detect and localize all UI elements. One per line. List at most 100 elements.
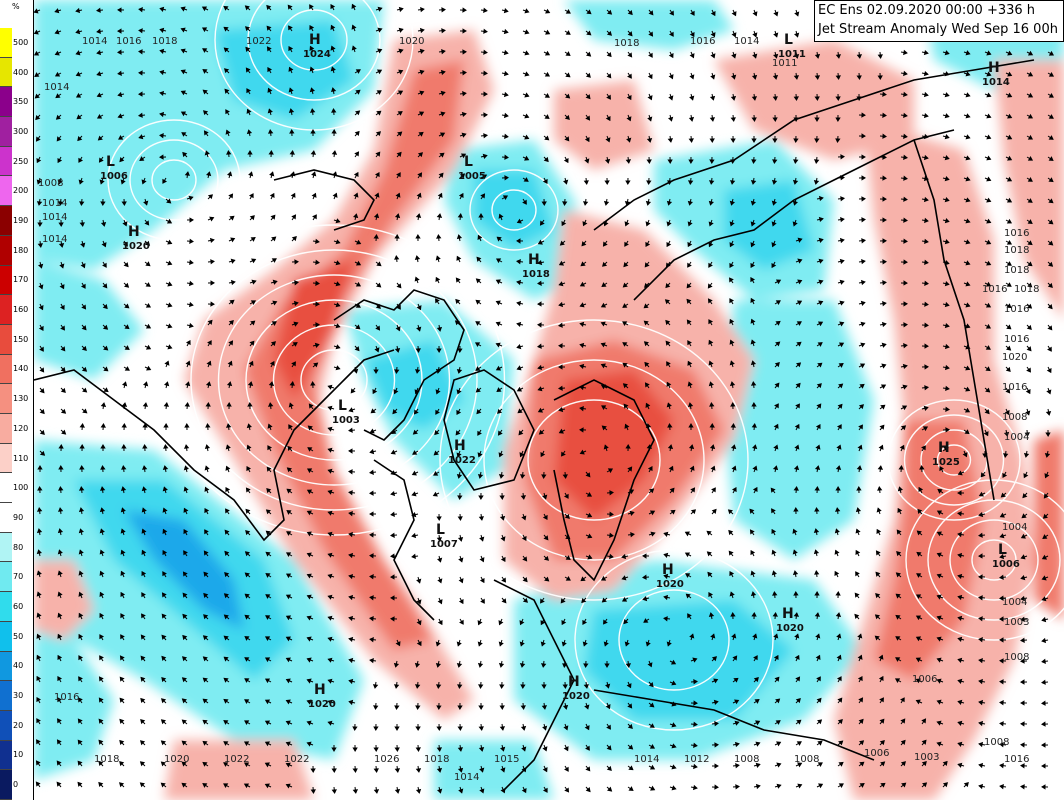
isobar-label: 1018: [152, 36, 177, 47]
wind-arrow-head: [248, 193, 254, 199]
wind-arrow-head: [119, 157, 125, 163]
wind-arrow-head: [500, 556, 506, 563]
wind-arrow-head: [541, 474, 547, 479]
wind-arrow-head: [306, 573, 312, 579]
wind-arrow-head: [202, 761, 208, 767]
wind-arrow-head: [78, 179, 84, 185]
wind-arrow-head: [306, 468, 313, 474]
wind-arrow-head: [75, 29, 81, 35]
wind-arrow-head: [396, 304, 401, 310]
wind-arrow-head: [882, 91, 887, 97]
wind-arrow-head: [460, 173, 466, 179]
wind-arrow-head: [817, 362, 823, 368]
wind-arrow-head: [123, 241, 128, 247]
wind-arrow-head: [985, 366, 991, 372]
wind-arrow-head: [1048, 261, 1054, 267]
wind-arrow-head: [202, 69, 208, 74]
wind-arrow-head: [795, 382, 801, 388]
wind-arrow-head: [714, 720, 719, 727]
wind-arrow-head: [226, 381, 233, 387]
high-pressure-marker: H: [309, 32, 321, 48]
wind-arrow-head: [944, 92, 950, 98]
wind-arrow-head: [817, 762, 823, 768]
wind-arrow-head: [164, 360, 170, 366]
colorbar-label: 200: [13, 186, 29, 196]
wind-arrow-head: [436, 726, 442, 731]
isobar: [247, 0, 381, 101]
wind-arrow-head: [479, 577, 485, 584]
wind-arrow-head: [121, 402, 128, 407]
wind-arrow-head: [602, 241, 608, 247]
isobar-label: 1003: [1004, 617, 1029, 628]
wind-arrow-head: [710, 465, 716, 471]
wind-arrow-head: [394, 684, 400, 689]
wind-arrow-head: [394, 788, 401, 794]
wind-arrow-head: [475, 299, 481, 305]
wind-arrow-head: [315, 301, 320, 307]
wind-arrow-head: [537, 239, 543, 245]
wind-arrow-head: [944, 155, 950, 161]
wind-arrow-head: [352, 747, 358, 752]
colorbar-swatch: [0, 295, 12, 325]
colorbar-swatch: [0, 176, 12, 207]
wind-arrow-head: [983, 431, 989, 437]
wind-arrow-head: [520, 705, 526, 710]
wind-arrow-head: [689, 633, 695, 639]
wind-arrow-head: [731, 11, 737, 17]
wind-arrow-head: [561, 641, 567, 647]
wind-arrow-head: [121, 201, 127, 206]
wind-arrow-head: [98, 781, 104, 787]
wind-arrow-head: [244, 678, 250, 683]
wind-arrow-head: [861, 238, 866, 244]
wind-arrow-head: [1007, 71, 1013, 77]
wind-arrow-head: [356, 239, 362, 245]
wind-arrow-head: [690, 487, 696, 493]
wind-arrow-head: [483, 49, 488, 55]
wind-arrow-head: [206, 171, 212, 177]
colorbar-swatch: [0, 770, 12, 800]
wind-arrow-head: [1022, 493, 1028, 499]
wind-arrow-head: [120, 528, 126, 534]
wind-arrow-head: [475, 321, 481, 326]
wind-arrow-head: [352, 768, 358, 773]
wind-arrow-head: [754, 699, 760, 704]
wind-arrow-head: [395, 641, 401, 647]
wind-arrow-head: [936, 531, 942, 537]
wind-arrow-head: [776, 741, 782, 747]
wind-arrow-head: [224, 68, 230, 74]
wind-arrow-head: [500, 767, 506, 773]
wind-arrow-head: [1044, 473, 1050, 479]
wind-arrow-head: [689, 53, 695, 59]
wind-arrow-head: [54, 71, 61, 77]
wind-arrow-head: [369, 511, 374, 517]
wind-arrow-head: [204, 444, 211, 450]
wind-arrow-head: [671, 680, 677, 686]
wind-arrow-head: [986, 176, 992, 182]
wind-arrow-head: [309, 87, 315, 93]
wind-arrow-head: [331, 747, 337, 752]
wind-arrow-head: [223, 635, 229, 641]
wind-arrow-head: [1027, 176, 1033, 182]
wind-arrow-head: [734, 699, 740, 705]
wind-arrow-head: [519, 452, 525, 458]
isobar-label: 1022: [284, 754, 309, 765]
wind-arrow-head: [264, 783, 270, 789]
colorbar-label: 50: [13, 631, 24, 641]
wind-arrow-head: [244, 699, 250, 705]
wind-arrow-head: [306, 741, 312, 747]
wind-arrow-head: [293, 300, 299, 307]
wind-arrow-head: [159, 69, 165, 76]
wind-arrow-head: [563, 493, 569, 499]
wind-arrow-head: [181, 677, 187, 683]
wind-arrow-head: [306, 615, 312, 621]
wind-arrow-head: [773, 633, 779, 639]
wind-arrow-head: [293, 321, 299, 327]
wind-arrow-head: [729, 298, 735, 304]
wind-arrow-head: [437, 599, 443, 605]
wind-arrow-head: [750, 200, 756, 206]
wind-arrow-head: [583, 201, 589, 206]
wind-arrow-head: [478, 746, 485, 752]
wind-arrow-head: [649, 743, 656, 749]
isobar-label: 1014: [42, 198, 67, 209]
wind-arrow-head: [122, 221, 128, 227]
